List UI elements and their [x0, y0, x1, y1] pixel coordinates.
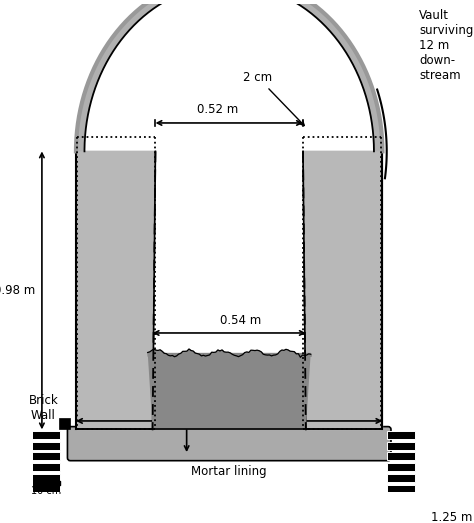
Text: 1.25 m: 1.25 m — [431, 510, 472, 523]
Bar — [387, 463, 415, 471]
Text: Brick
Wall: Brick Wall — [28, 394, 58, 423]
Bar — [387, 474, 415, 482]
Bar — [32, 474, 60, 482]
Text: 2 cm: 2 cm — [244, 71, 304, 126]
Bar — [59, 418, 70, 429]
Bar — [32, 452, 60, 460]
Bar — [32, 431, 60, 439]
Text: 27
cm: 27 cm — [168, 393, 184, 415]
Polygon shape — [76, 151, 155, 429]
Bar — [387, 452, 415, 460]
Text: 0.98 m: 0.98 m — [0, 284, 35, 297]
Text: 1.08 m: 1.08 m — [228, 401, 270, 414]
Bar — [32, 463, 60, 471]
Polygon shape — [303, 151, 383, 429]
Bar — [387, 506, 415, 514]
Polygon shape — [148, 353, 311, 429]
FancyBboxPatch shape — [67, 427, 391, 461]
Bar — [32, 441, 60, 450]
Bar — [387, 517, 415, 523]
Text: 0.54 m: 0.54 m — [220, 314, 261, 327]
Text: Vault
surviving
12 m
down-
stream: Vault surviving 12 m down- stream — [419, 9, 474, 83]
Bar — [387, 431, 415, 439]
Bar — [32, 506, 60, 514]
Polygon shape — [76, 0, 383, 151]
Bar — [32, 496, 60, 504]
Text: 10 cm: 10 cm — [31, 486, 61, 496]
Text: 0.52 m: 0.52 m — [197, 103, 238, 116]
Bar — [387, 496, 415, 504]
Bar — [387, 485, 415, 493]
Bar — [32, 517, 60, 523]
Bar — [32, 485, 60, 493]
Text: Travertine: Travertine — [216, 389, 276, 402]
Bar — [387, 441, 415, 450]
Text: Mortar lining: Mortar lining — [191, 465, 267, 478]
